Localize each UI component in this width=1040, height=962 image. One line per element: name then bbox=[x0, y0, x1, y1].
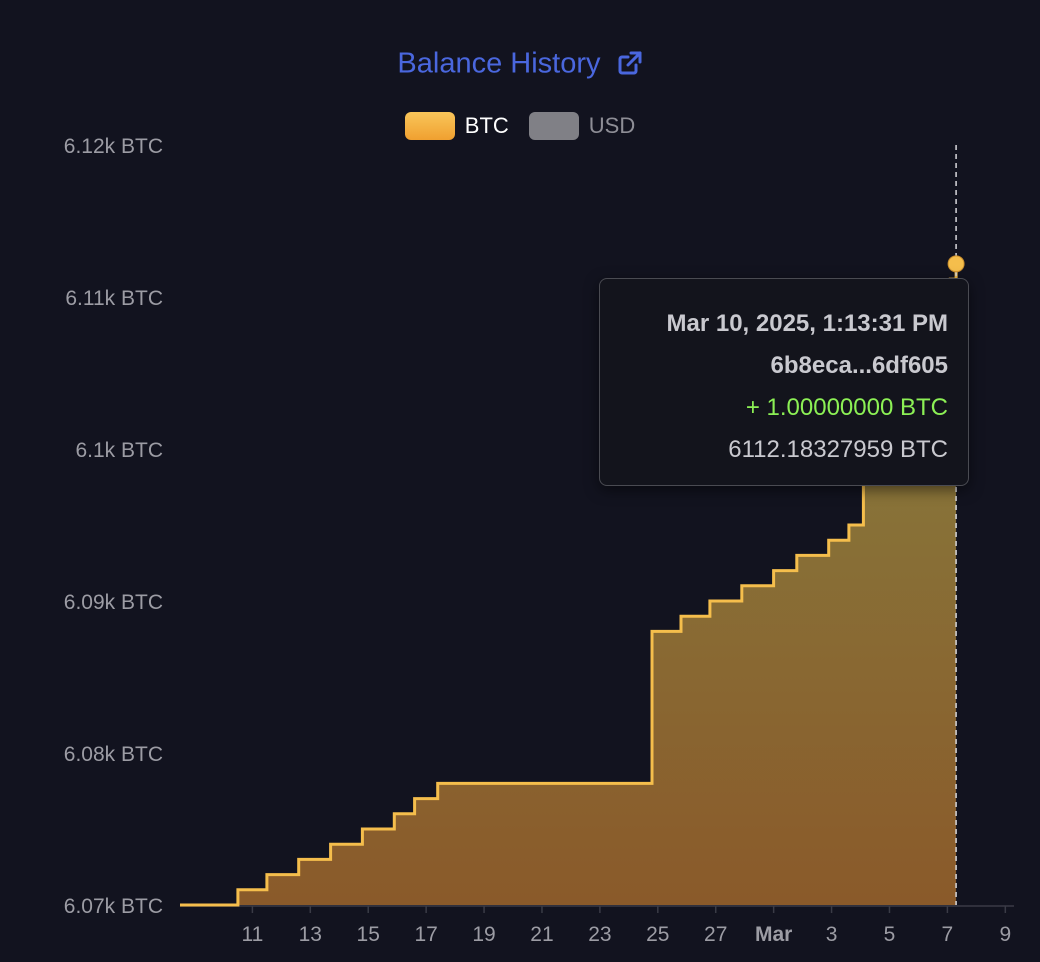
chart-title-link[interactable]: Balance History bbox=[0, 42, 1040, 83]
legend-label-usd: USD bbox=[588, 113, 636, 138]
tooltip-transaction-id[interactable]: 6b8eca...6df605 bbox=[770, 352, 948, 379]
x-tick-label: 11 bbox=[241, 923, 263, 946]
x-tick-label: 13 bbox=[299, 923, 322, 946]
x-tick-label: 21 bbox=[530, 923, 553, 946]
x-tick-label: 19 bbox=[472, 923, 495, 946]
highlight-point[interactable] bbox=[947, 255, 965, 273]
legend-item-btc[interactable]: BTC bbox=[404, 112, 509, 140]
x-tick-label: 17 bbox=[414, 923, 437, 946]
legend-item-usd[interactable]: USD bbox=[528, 112, 636, 140]
x-tick-label: 3 bbox=[826, 923, 838, 946]
y-tick-label: 6.1k BTC bbox=[75, 439, 163, 462]
tooltip-delta: + 1.00000000 BTC bbox=[745, 394, 948, 421]
series-line-btc bbox=[180, 263, 958, 907]
legend-swatch-usd bbox=[528, 112, 579, 140]
x-tick-label: 9 bbox=[999, 923, 1011, 946]
x-tick-label: 15 bbox=[357, 923, 380, 946]
legend-label-btc: BTC bbox=[464, 113, 509, 138]
x-tick-label: 7 bbox=[942, 923, 954, 946]
data-tooltip: Mar 10, 2025, 1:13:31 PM 6b8eca...6df605… bbox=[599, 278, 969, 486]
external-link-icon bbox=[618, 51, 642, 75]
y-tick-label: 6.08k BTC bbox=[64, 743, 163, 766]
y-tick-label: 6.07k BTC bbox=[64, 895, 163, 918]
y-tick-label: 6.09k BTC bbox=[64, 591, 163, 614]
chart-title: Balance History bbox=[397, 47, 601, 80]
x-tick-label: Mar bbox=[755, 923, 792, 946]
x-tick-label: 27 bbox=[704, 923, 727, 946]
x-tick-label: 25 bbox=[646, 923, 669, 946]
y-tick-label: 6.12k BTC bbox=[64, 135, 163, 158]
chart-legend: BTC USD bbox=[0, 112, 1040, 140]
legend-swatch-btc bbox=[404, 112, 455, 140]
y-tick-label: 6.11k BTC bbox=[65, 287, 163, 310]
tooltip-date: Mar 10, 2025, 1:13:31 PM bbox=[666, 310, 949, 337]
tooltip-balance: 6112.18327959 BTC bbox=[728, 436, 948, 463]
series-area-btc bbox=[180, 263, 957, 905]
x-tick-label: 5 bbox=[884, 923, 896, 946]
x-tick-label: 23 bbox=[588, 923, 611, 946]
